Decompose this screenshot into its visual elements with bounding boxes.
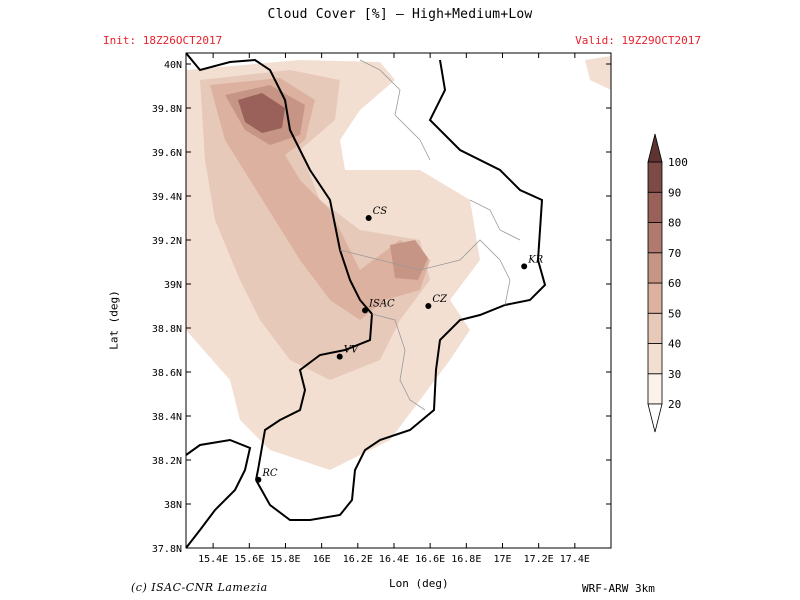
x-tick-label: 16.4E [379, 554, 409, 565]
sicily-coast [186, 438, 252, 548]
colorbar-box [647, 222, 663, 254]
x-tick-label: 15.6E [234, 554, 264, 565]
y-tick-label: 37.8N [152, 544, 182, 555]
city-label-kr: KR [527, 254, 543, 265]
tyrrhenian-coast [186, 53, 374, 481]
y-tick-label: 39.2N [152, 236, 182, 247]
y-tick-label: 39.6N [152, 148, 182, 159]
city-label-vv: VV [344, 345, 360, 356]
city-label-cs: CS [373, 206, 388, 217]
x-tick-label: 16E [313, 554, 331, 565]
chart-title: Cloud Cover [%] — High+Medium+Low [267, 7, 533, 22]
plot-frame [185, 52, 612, 549]
colorbar-box [647, 161, 663, 193]
city-dot-cz [425, 303, 432, 309]
x-tick-label: 17E [493, 554, 511, 565]
admin-borders [339, 59, 521, 411]
city-markers: CS KR ISAC CZ VV RC [255, 206, 544, 483]
coastlines [186, 53, 547, 548]
y-axis-ticks: 40N 39.8N 39.6N 39.4N 39.2N 39N 38.8N 38.6N 38.4… [152, 60, 611, 555]
colorbar-label: 30 [668, 368, 681, 381]
colorbar-box [647, 191, 663, 223]
y-tick-label: 39.8N [152, 104, 182, 115]
province-border-1 [359, 59, 431, 161]
colorbar-label: 40 [668, 338, 681, 351]
y-tick-label: 39N [164, 280, 182, 291]
cloud-band-east [585, 56, 611, 90]
ionian-coast [255, 59, 547, 521]
city-label-cz: CZ [432, 294, 448, 305]
colorbar-label: 100 [668, 156, 688, 169]
x-tick-label: 17.4E [560, 554, 590, 565]
province-border-2 [339, 239, 511, 306]
colorbar-box [647, 312, 663, 344]
y-tick-label: 39.4N [152, 192, 182, 203]
colorbar-label: 80 [668, 217, 681, 230]
cloud-band-80 [238, 93, 285, 133]
colorbar: 20 30 40 50 60 70 80 90 100 [647, 133, 688, 433]
city-dot-cs [365, 215, 372, 221]
x-tick-label: 15.4E [198, 554, 228, 565]
x-tick-label: 15.8E [270, 554, 300, 565]
city-label-rc: RC [261, 468, 278, 479]
colorbar-bottom-arrow [647, 403, 663, 433]
x-tick-label: 16.2E [343, 554, 373, 565]
city-dot-kr [521, 263, 528, 270]
y-tick-label: 38.6N [152, 368, 182, 379]
province-border-3 [371, 313, 426, 411]
x-axis-label: Lon (deg) [389, 577, 449, 590]
colorbar-box [647, 252, 663, 284]
valid-time: Valid: 19Z29OCT2017 [575, 34, 701, 47]
city-dot-vv [336, 353, 343, 360]
cloud-cover-field [186, 56, 611, 470]
colorbar-top-arrow [647, 133, 663, 163]
city-dot-isac [362, 307, 369, 314]
colorbar-label: 50 [668, 307, 681, 320]
y-tick-label: 40N [164, 60, 182, 71]
city-label-isac: ISAC [368, 298, 395, 309]
colorbar-label: 70 [668, 247, 681, 260]
y-tick-label: 38.4N [152, 412, 182, 423]
colorbar-label: 20 [668, 398, 681, 411]
model-text: WRF-ARW 3km [582, 582, 655, 595]
y-tick-label: 38.8N [152, 324, 182, 335]
y-tick-label: 38.2N [152, 456, 182, 467]
colorbar-box [647, 373, 663, 405]
colorbar-label: 90 [668, 186, 681, 199]
x-tick-label: 16.8E [451, 554, 481, 565]
province-border-4 [469, 199, 521, 241]
colorbar-box [647, 282, 663, 314]
init-time: Init: 18Z26OCT2017 [103, 34, 223, 47]
city-dot-rc [255, 476, 262, 483]
colorbar-box [647, 343, 663, 375]
credit-text: (c) ISAC-CNR Lamezia [131, 581, 268, 594]
x-axis-ticks: 15.4E 15.6E 15.8E 16E 16.2E 16.4E 16.6E 16.8E 17… [198, 53, 590, 565]
x-tick-label: 16.6E [415, 554, 445, 565]
x-tick-label: 17.2E [524, 554, 554, 565]
colorbar-label: 60 [668, 277, 681, 290]
y-tick-label: 38N [164, 500, 182, 511]
